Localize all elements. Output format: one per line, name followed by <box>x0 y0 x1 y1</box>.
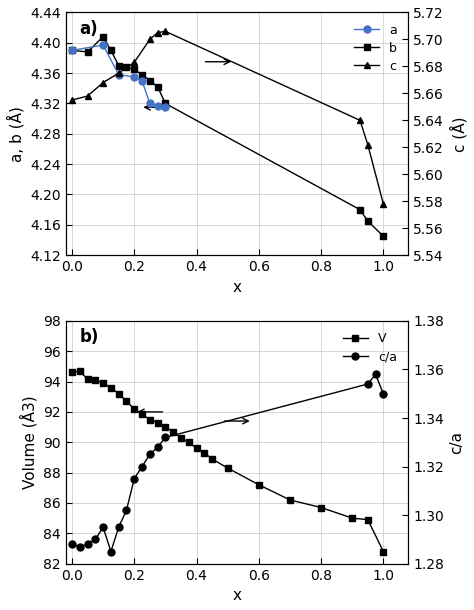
Y-axis label: a, b (Å): a, b (Å) <box>7 106 25 162</box>
Y-axis label: c (Å): c (Å) <box>449 116 467 151</box>
Y-axis label: c/a: c/a <box>449 431 465 454</box>
Text: b): b) <box>80 328 99 346</box>
Y-axis label: Volume (Å3): Volume (Å3) <box>20 395 37 489</box>
Text: a): a) <box>80 20 98 38</box>
Legend: a, b, c: a, b, c <box>349 19 402 77</box>
X-axis label: x: x <box>233 279 241 295</box>
Legend: V, c/a: V, c/a <box>338 327 402 368</box>
X-axis label: x: x <box>233 588 241 603</box>
